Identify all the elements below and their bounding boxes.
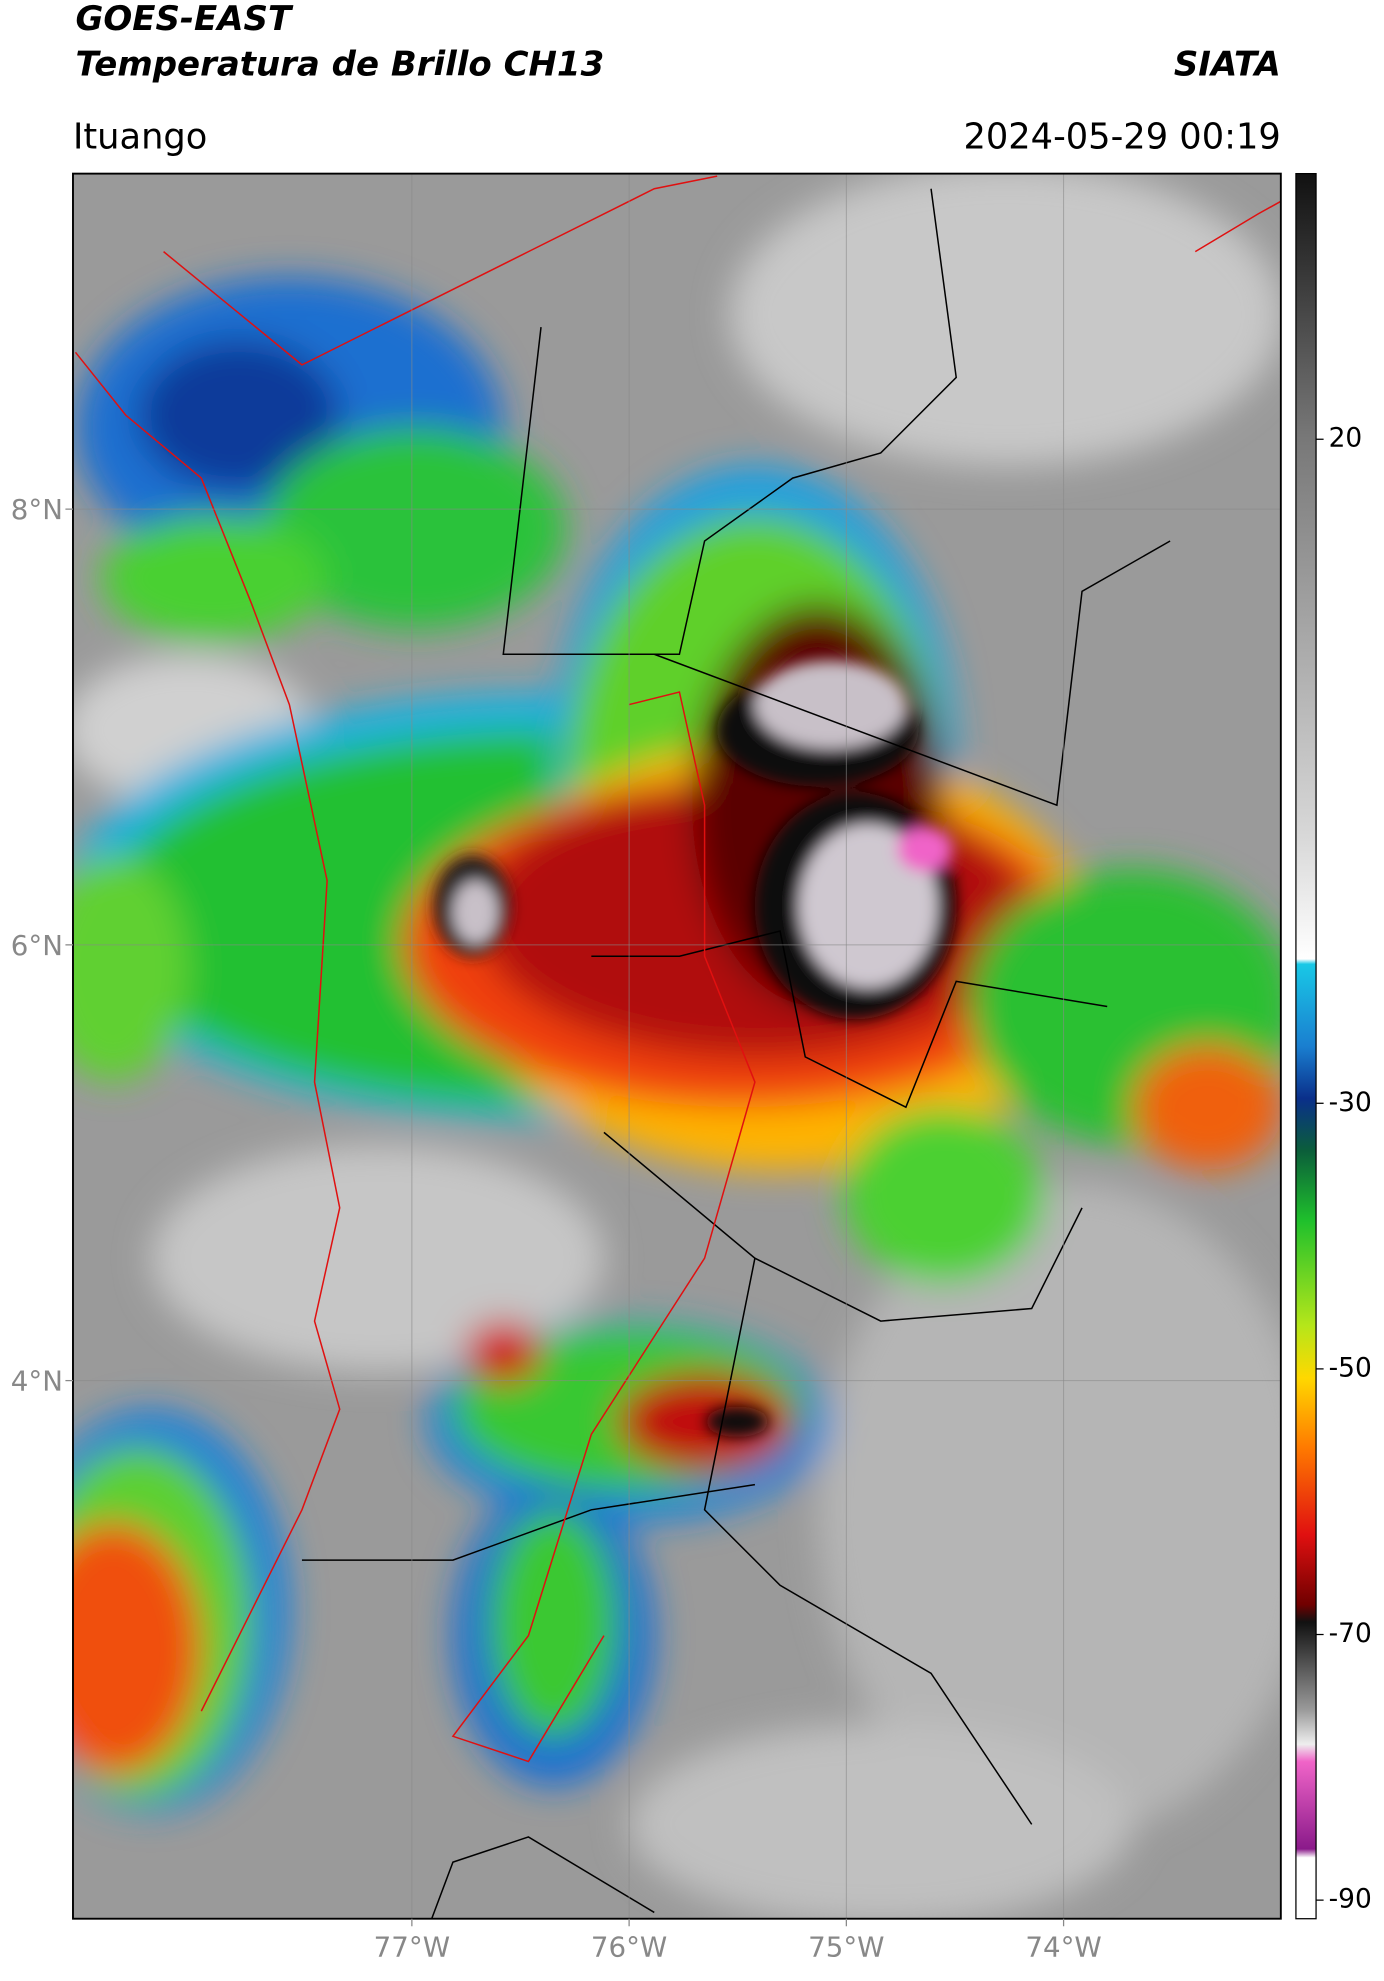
datetime: 2024-05-29 00:19 bbox=[963, 116, 1280, 157]
x-tick-label: 75°W bbox=[808, 1930, 884, 1963]
colorbar-tick-label: -70 bbox=[1329, 1618, 1372, 1649]
map-frame bbox=[72, 172, 1282, 1920]
y-tick-label: 6°N bbox=[11, 929, 63, 962]
source: SIATA bbox=[1174, 44, 1281, 84]
colorbar-tick-label: -50 bbox=[1329, 1352, 1372, 1383]
x-tick-label: 77°W bbox=[374, 1930, 450, 1963]
colorbar-tick-label: -90 bbox=[1329, 1884, 1372, 1915]
y-tick-label: 8°N bbox=[11, 493, 63, 526]
graticule bbox=[72, 173, 1281, 1919]
subtitle: Temperatura de Brillo CH13 bbox=[75, 44, 604, 84]
colorbar-tick-label: -30 bbox=[1329, 1087, 1372, 1118]
colorbar-tick-label: 20 bbox=[1329, 423, 1363, 454]
colorbar bbox=[1295, 172, 1317, 1920]
title: GOES-EAST bbox=[75, 0, 293, 39]
satellite-image bbox=[72, 173, 1281, 1919]
x-tick-label: 76°W bbox=[591, 1930, 667, 1963]
region: Ituango bbox=[73, 116, 207, 157]
y-tick-label: 4°N bbox=[11, 1365, 63, 1398]
x-tick-label: 74°W bbox=[1025, 1930, 1101, 1963]
